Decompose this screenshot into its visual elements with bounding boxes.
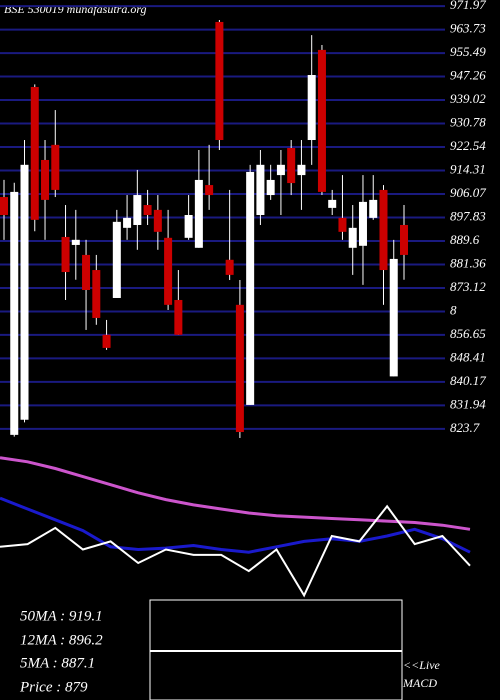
candle-body <box>133 195 142 225</box>
y-tick-label: 897.83 <box>450 208 486 223</box>
y-tick-label: 873.12 <box>450 279 486 294</box>
candle-body <box>184 215 193 238</box>
y-tick-label: 930.78 <box>450 115 486 130</box>
candle-body <box>307 74 316 141</box>
candle-body <box>71 239 80 245</box>
info-label: 12MA : 896.2 <box>20 632 103 648</box>
candle-body <box>400 224 408 255</box>
y-tick-label: 831.94 <box>450 396 486 411</box>
candle-body <box>379 189 388 271</box>
candle-body <box>369 199 378 218</box>
y-tick-label: 963.73 <box>450 21 486 36</box>
candle-body <box>317 49 326 192</box>
candle-body <box>112 221 121 298</box>
candle-body <box>164 237 173 305</box>
info-label: Price : 879 <box>19 679 88 695</box>
indicator-line <box>0 456 471 531</box>
candle-body <box>328 199 337 208</box>
candle-body <box>246 171 255 405</box>
y-tick-label: 922.54 <box>450 138 486 153</box>
candle-body <box>266 179 275 196</box>
candle-body <box>276 164 285 176</box>
candle-body <box>123 217 132 228</box>
candle-body <box>225 259 234 275</box>
y-tick-label: 955.49 <box>450 44 486 59</box>
y-tick-label: 971.97 <box>450 0 486 12</box>
candle-body <box>0 197 8 216</box>
y-tick-label: 947.26 <box>450 68 486 83</box>
candle-body <box>20 164 29 420</box>
candle-body <box>30 86 39 220</box>
candle-body <box>297 164 306 176</box>
candle-body <box>389 258 398 377</box>
y-tick-label: 856.65 <box>450 326 486 341</box>
candle-body <box>358 201 367 246</box>
y-tick-label: 840.17 <box>450 373 486 388</box>
candle-body <box>256 164 265 216</box>
candle-body <box>61 236 70 273</box>
candle-body <box>194 179 203 248</box>
y-tick-label: 848.41 <box>450 349 486 364</box>
chart-title: BSE 530019 munafasutra.org <box>4 2 147 16</box>
indicator-line <box>0 496 471 554</box>
info-label: 5MA : 887.1 <box>20 655 95 671</box>
candle-body <box>153 209 162 232</box>
candle-body <box>348 227 357 248</box>
candle-body <box>287 147 296 184</box>
indicator-line <box>0 504 471 598</box>
y-tick-label: 823.7 <box>450 420 480 435</box>
candle-body <box>51 144 60 190</box>
candle-body <box>41 159 50 200</box>
candle-body <box>174 299 183 335</box>
candle-body <box>10 191 19 435</box>
candle-body <box>82 254 91 291</box>
y-tick-label: 939.02 <box>450 91 486 106</box>
y-tick-label: 8 <box>450 302 457 317</box>
macd-label: MACD <box>402 676 437 690</box>
y-tick-label: 914.31 <box>450 161 486 176</box>
candle-body <box>143 205 152 216</box>
macd-label: <<Live <box>403 658 441 672</box>
candle-body <box>215 21 224 141</box>
info-label: 50MA : 919.1 <box>20 608 103 624</box>
y-tick-label: 881.36 <box>450 255 486 270</box>
y-tick-label: 906.07 <box>450 185 486 200</box>
candle-body <box>92 270 101 318</box>
candle-body <box>235 304 244 433</box>
y-tick-label: 889.6 <box>450 232 480 247</box>
candle-body <box>102 334 111 348</box>
candle-body <box>205 185 214 196</box>
candle-body <box>338 217 347 232</box>
